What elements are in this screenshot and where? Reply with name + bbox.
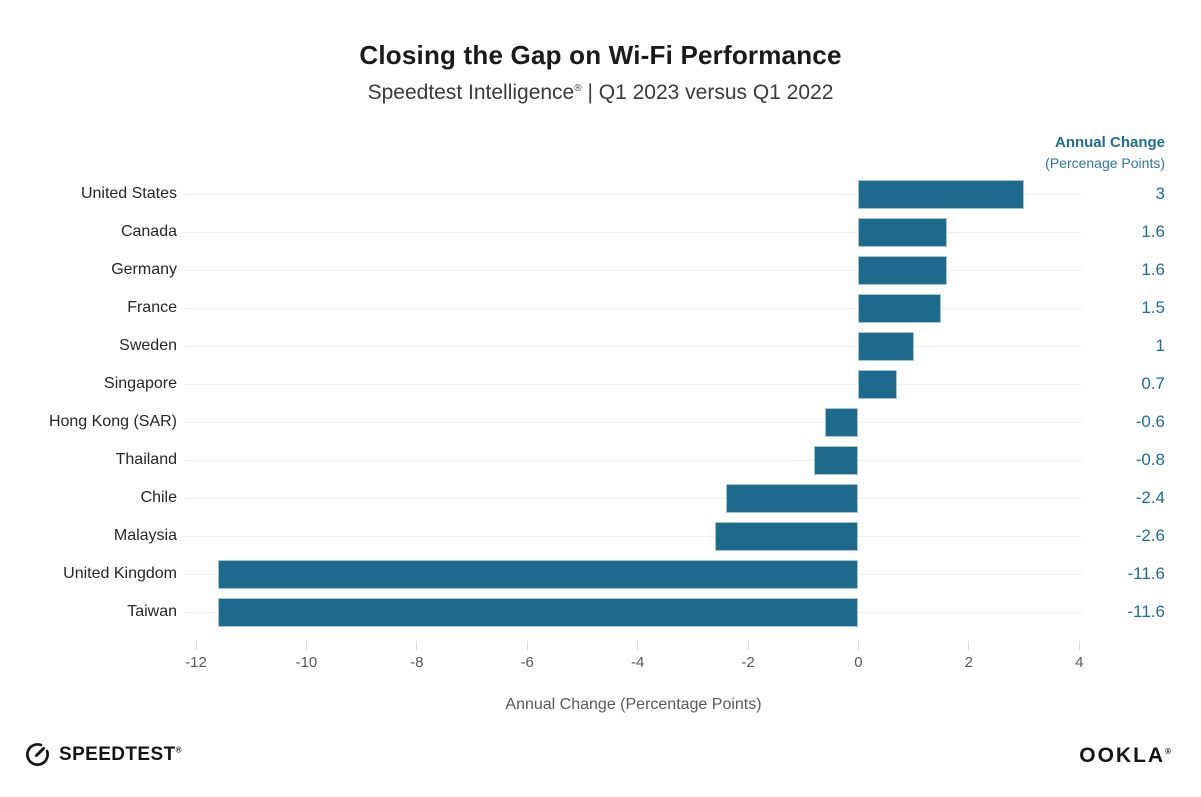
bar-taiwan: [218, 597, 859, 627]
value-label: -11.6: [1127, 602, 1166, 621]
bar-malaysia: [714, 521, 859, 551]
bar-united-kingdom: [218, 559, 859, 589]
bar-france: [858, 293, 942, 323]
value-label: -2.4: [1135, 488, 1165, 507]
gridline: [185, 345, 1082, 347]
x-tick: [416, 641, 418, 650]
value-label: -0.8: [1135, 450, 1165, 469]
gridline: [185, 459, 1082, 461]
category-label: Canada: [120, 223, 177, 240]
bar-united-states: [858, 179, 1025, 209]
gridline: [185, 383, 1082, 385]
x-tick: [857, 641, 859, 650]
subtitle-brand: Speedtest Intelligence: [367, 81, 575, 104]
speedtest-trademark: ®: [175, 745, 182, 755]
bar-chile: [725, 483, 859, 513]
page-title: Closing the Gap on Wi-Fi Performance: [359, 40, 842, 70]
value-label: -2.6: [1135, 526, 1165, 545]
x-tick: [305, 641, 307, 650]
category-label: Thailand: [115, 451, 177, 468]
category-label: Hong Kong (SAR): [48, 413, 177, 430]
value-labels-column: 3 1.6 1.6 1.5 1 0.7 -0.6 -0.8 -2.4 -2.6 -11.6 -11.6: [1082, 175, 1166, 631]
x-axis-label: Annual Change (Percentage Points): [505, 696, 762, 713]
bar-thailand: [814, 445, 859, 475]
bar-sweden: [858, 331, 914, 361]
value-label: 3: [1155, 184, 1165, 203]
page-subtitle: Speedtest Intelligence® | Q1 2023 versus…: [0, 81, 1201, 105]
value-label: 1.6: [1141, 222, 1165, 241]
category-label: United States: [80, 185, 177, 202]
registered-mark: ®: [574, 83, 582, 94]
value-label: 0.7: [1141, 374, 1165, 393]
category-labels-column: United States Canada Germany France Sweden Si…: [0, 175, 177, 631]
x-tick: [968, 641, 970, 650]
bar-singapore: [858, 369, 898, 399]
gridline: [185, 193, 1082, 195]
value-label: 1.6: [1141, 260, 1165, 279]
ookla-trademark: ®: [1165, 747, 1173, 756]
value-label: -11.6: [1127, 564, 1166, 583]
value-column-subtitle: (Percenage Points): [1045, 155, 1165, 171]
bar-germany: [858, 255, 947, 285]
x-tick-label: -6: [520, 654, 534, 671]
x-axis: -12 -10 -8 -6 -4 -2 0 2 4: [185, 631, 1084, 681]
value-column-title: Annual Change: [1054, 134, 1165, 151]
bar-hong-kong-sar-: [825, 407, 859, 437]
category-label: Sweden: [119, 337, 177, 354]
subtitle-period: | Q1 2023 versus Q1 2022: [581, 81, 834, 104]
x-tick-label: -10: [295, 654, 318, 671]
bar-canada: [858, 217, 947, 247]
value-label: -0.6: [1135, 412, 1165, 431]
category-label: France: [127, 299, 177, 316]
gridline: [185, 231, 1082, 233]
category-label: Chile: [140, 489, 177, 506]
x-tick-label: -4: [630, 654, 645, 671]
gridline: [185, 497, 1082, 499]
x-tick-label: -2: [741, 654, 755, 671]
category-label: Taiwan: [127, 603, 177, 620]
gridline: [185, 269, 1082, 271]
x-tick-label: 2: [964, 654, 973, 671]
category-label: Germany: [111, 261, 177, 278]
header: Closing the Gap on Wi-Fi Performance Spe…: [0, 40, 1201, 105]
value-column-header: Annual Change (Percenage Points): [1045, 134, 1165, 171]
speedtest-gauge-icon: [26, 743, 49, 766]
gridline: [185, 307, 1082, 309]
category-label: Malaysia: [113, 527, 177, 544]
value-label: 1.5: [1141, 298, 1165, 317]
ookla-logo: OOKLA®: [1079, 744, 1173, 768]
x-tick-label: -8: [410, 654, 424, 671]
x-tick-label: -12: [185, 654, 207, 671]
ookla-wordmark: OOKLA®: [1079, 744, 1173, 767]
value-label: 1: [1155, 336, 1165, 355]
speedtest-wordmark: SPEEDTEST®: [59, 743, 182, 765]
gridline: [185, 421, 1082, 423]
x-tick-label: 4: [1075, 654, 1084, 671]
x-tick: [747, 641, 749, 650]
speedtest-logo: SPEEDTEST®: [24, 741, 182, 768]
x-tick: [195, 641, 197, 650]
x-tick: [526, 641, 528, 650]
plot-area: [185, 175, 1082, 631]
gridline: [185, 535, 1082, 537]
category-label: United Kingdom: [63, 565, 177, 582]
x-tick-label: 0: [854, 654, 863, 671]
category-label: Singapore: [104, 375, 177, 392]
x-tick: [1078, 641, 1080, 650]
x-tick: [637, 641, 639, 650]
